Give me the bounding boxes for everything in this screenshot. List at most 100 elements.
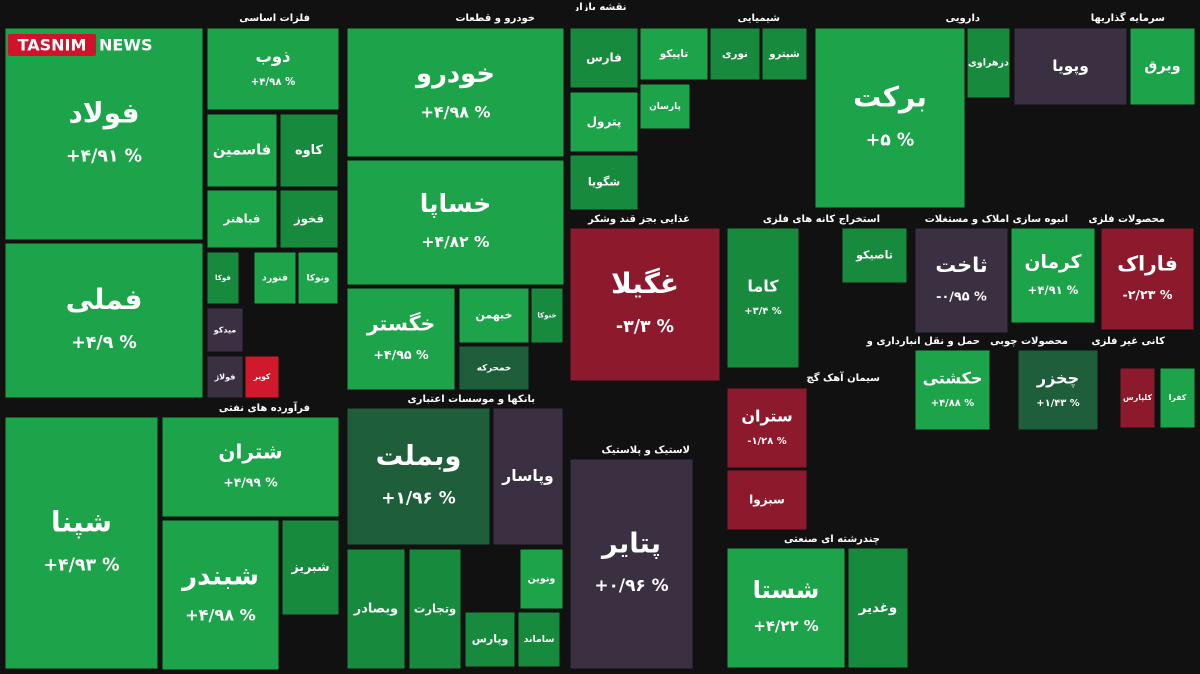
stock-tile (4, 27, 204, 241)
stock-tile (569, 154, 639, 211)
stock-tile (346, 548, 406, 670)
stock-tile (458, 345, 530, 391)
stock-symbol: میدکو (213, 326, 237, 335)
sector-header-bg (567, 11, 810, 25)
stock-change: +۱/۴۳ % (1036, 398, 1080, 409)
stock-symbol: ذوب (255, 47, 290, 67)
stock-tile (639, 27, 709, 81)
sector-header-bg (567, 443, 720, 457)
stock-tile (4, 242, 204, 399)
stock-change: +۴/۸۲ % (422, 233, 490, 251)
sector-header-bg (345, 392, 565, 406)
stock-symbol: وبصادر (353, 602, 398, 617)
stock-symbol: وتجارت (414, 602, 456, 617)
stock-symbol: فوکا (215, 273, 231, 282)
stock-tile (206, 251, 240, 305)
stock-symbol: کاما (747, 276, 779, 295)
stock-change: +۴/۹۹ % (223, 475, 278, 490)
sector-header-bg (1012, 334, 1098, 348)
stock-symbol: برکت (853, 80, 927, 113)
sector-name: حمل و نقل انبارداری و (866, 336, 980, 347)
stock-tile (279, 113, 339, 188)
sector-name: سرمایه گذاریها (1091, 11, 1165, 24)
sector-header-bg (1012, 11, 1195, 25)
stock-tile (1159, 367, 1196, 429)
stock-tile (281, 519, 340, 616)
stock-tile (841, 227, 908, 284)
stock-tile (569, 227, 721, 382)
stock-tile (206, 355, 244, 399)
sector-name: لاستیک و پلاستیک (602, 445, 690, 456)
sector-header-bg (725, 212, 910, 226)
stock-change: +۵ % (866, 130, 915, 150)
stock-change: +۴/۹۳ % (43, 555, 119, 575)
stock-symbol: خساپا (420, 189, 492, 218)
sector-header-bg (725, 371, 910, 385)
stock-tile (847, 547, 909, 669)
sector-header-bg (0, 11, 340, 25)
stock-symbol: خبهمن (476, 309, 513, 322)
stock-tile (279, 189, 339, 249)
stock-tile (569, 27, 639, 89)
stock-symbol: خمحرکه (477, 364, 512, 374)
stock-symbol: فولاژ (214, 373, 236, 382)
stock-change: +۴/۹ % (71, 333, 137, 353)
sector-header-bg (0, 401, 340, 415)
stock-tile (726, 469, 808, 531)
stock-tile (408, 548, 462, 670)
stock-change: +۴/۸۸ % (931, 398, 975, 409)
stock-symbol: وبرق (1144, 59, 1180, 75)
stock-change: +۱/۹۶ % (381, 488, 455, 508)
stock-symbol: شبریز (290, 559, 329, 574)
stock-change: -۳/۳ % (616, 317, 674, 337)
stock-symbol: تاپیکو (659, 48, 689, 60)
stock-tile (206, 307, 244, 353)
stock-tile (492, 407, 564, 546)
stock-symbol: پتایر (600, 528, 661, 559)
stock-tile (346, 159, 565, 286)
stock-symbol: فباهنر (223, 212, 261, 227)
stock-tile (914, 349, 991, 431)
sector-header-bg (812, 11, 1010, 25)
stock-tile (1010, 227, 1096, 324)
stock-symbol: دزهراوی (968, 58, 1009, 69)
stock-symbol: ستران (741, 406, 792, 425)
logo-brand: TASNIM (18, 36, 87, 55)
stock-symbol: وپارس (472, 633, 509, 646)
stock-tile (569, 458, 694, 670)
sector-name: خودرو و قطعات (456, 13, 536, 24)
stock-tile (761, 27, 808, 81)
sector-name: فرآورده های نفتی (219, 401, 310, 414)
stock-symbol: وپاسار (501, 467, 553, 486)
stock-symbol: پارسان (649, 102, 681, 112)
stock-symbol: خنوکا (537, 311, 556, 320)
stock-symbol: شگویا (588, 176, 620, 189)
stock-symbol: تاصیکو (855, 249, 893, 262)
stock-tile (4, 416, 159, 670)
stock-symbol: وپویا (1052, 57, 1089, 76)
stock-symbol: کرمان (1025, 252, 1082, 273)
stock-tile (519, 548, 564, 610)
stock-symbol: خگستر (366, 312, 435, 336)
stock-change: +۴/۹۵ % (373, 347, 429, 362)
stock-symbol: حکشتی (923, 368, 983, 387)
stock-tile (1017, 349, 1099, 431)
stock-symbol: فخوز (293, 212, 324, 227)
stock-symbol: شتران (218, 440, 282, 464)
stock-tile (206, 27, 340, 111)
stock-tile (458, 287, 530, 344)
stock-symbol: کاوه (295, 143, 323, 158)
stock-tile (297, 251, 339, 305)
stock-tile (346, 287, 456, 391)
stock-tile (161, 519, 280, 671)
stock-change: +۳/۴ % (744, 306, 781, 317)
stock-symbol: شپنا (51, 505, 112, 538)
sector-header-bg (1100, 212, 1195, 226)
stock-symbol: فاراک (1117, 252, 1178, 276)
stock-symbol: خودرو (414, 59, 495, 89)
sector-name: دارویی (946, 13, 980, 24)
stock-symbol: فملی (66, 283, 143, 316)
stock-symbol: ونوکا (307, 274, 330, 284)
